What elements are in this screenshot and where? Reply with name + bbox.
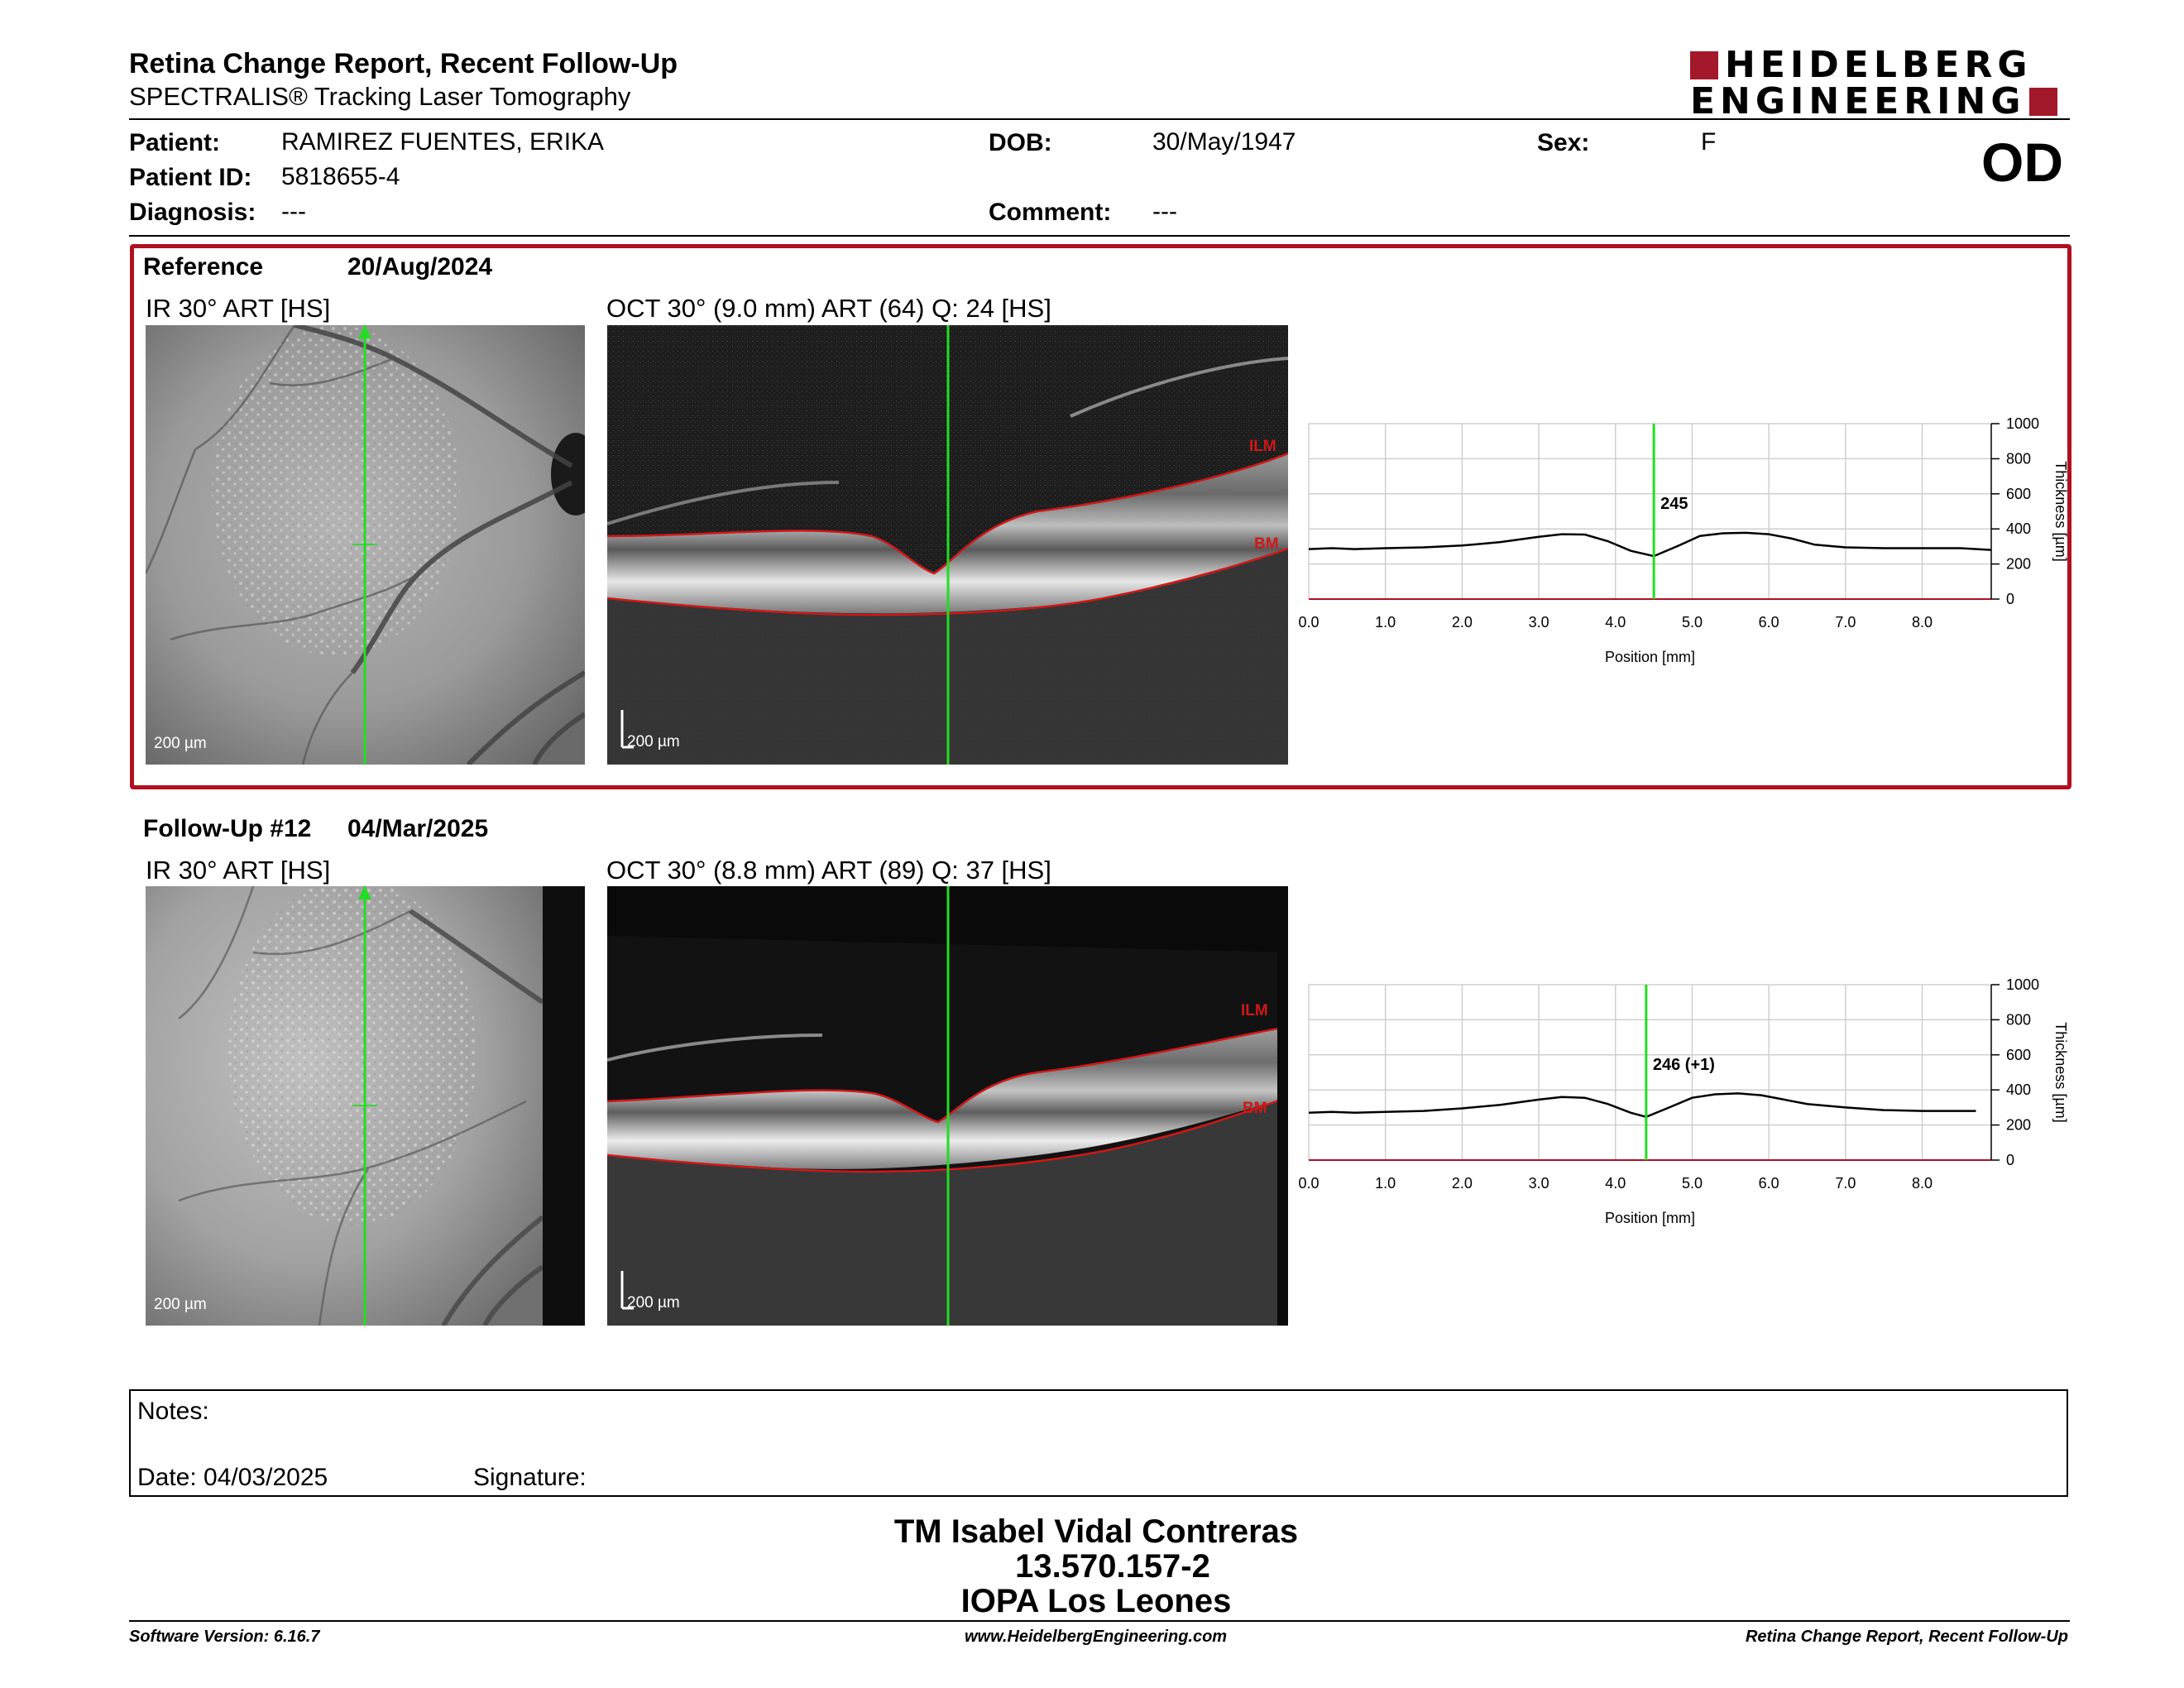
reference-ir-fundus-image: 200 µm — [146, 325, 585, 765]
x-tick-label: 0.0 — [1298, 1175, 1319, 1192]
followup-thickness-chart: 0.0 1.0 2.0 3.0 4.0 5.0 6.0 7.0 8.0 0 200 400 600 800… — [1298, 976, 2069, 1226]
notes-label: Notes: — [137, 1398, 209, 1425]
footer-website: www.HeidelbergEngineering.com — [965, 1628, 1228, 1646]
patient-name: RAMIREZ FUENTES, ERIKA — [281, 128, 605, 156]
reference-ilm-label: ILM — [1249, 438, 1276, 455]
comment-label: Comment: — [989, 199, 1112, 226]
brand-logo-line2: ENGINEERING — [1690, 83, 2071, 121]
y-tick-label: 800 — [2006, 1011, 2031, 1028]
logo-text-1: HEIDELBERG — [1725, 44, 2033, 86]
reference-oct-bscan: ILM BM 200 µm — [607, 325, 1288, 765]
reference-date: 20/Aug/2024 — [347, 253, 493, 281]
x-tick-label: 3.0 — [1529, 614, 1549, 631]
comment-value: --- — [1152, 198, 1177, 225]
dob-label: DOB: — [989, 129, 1052, 156]
report-subtitle: SPECTRALIS® Tracking Laser Tomography — [129, 82, 631, 111]
brand-logo-line1: HEIDELBERG — [1690, 46, 2071, 84]
patient-label: Patient: — [129, 129, 221, 156]
x-tick-label: 6.0 — [1759, 614, 1779, 631]
reference-frame — [130, 244, 2071, 789]
x-tick-label: 8.0 — [1912, 1175, 1933, 1192]
reference-thickness-chart: 0.0 1.0 2.0 3.0 4.0 5.0 6.0 7.0 8.0 0 200 400 600 800… — [1298, 415, 2069, 665]
logo-square-icon — [1690, 51, 1718, 79]
patient-id: 5818655-4 — [281, 163, 400, 190]
signature-block: TM Isabel Vidal Contreras 13.570.157-2 I… — [745, 1514, 1448, 1618]
x-tick-label: 5.0 — [1682, 614, 1703, 631]
followup-oct-label: OCT 30° (8.8 mm) ART (89) Q: 37 [HS] — [606, 856, 1051, 885]
signature-label: Signature: — [473, 1464, 587, 1491]
y-tick-label: 600 — [2006, 486, 2031, 502]
reference-oct-label: OCT 30° (9.0 mm) ART (64) Q: 24 [HS] — [606, 294, 1051, 323]
y-tick-label: 200 — [2006, 556, 2031, 573]
followup-bm-label: BM — [1243, 1100, 1267, 1117]
sex-value: F — [1701, 128, 1717, 156]
signer-institution: IOPA Los Leones — [960, 1583, 1232, 1619]
x-tick-label: 7.0 — [1835, 614, 1856, 631]
footer-divider — [129, 1620, 2070, 1622]
x-tick-label: 4.0 — [1605, 614, 1626, 631]
thickness-series-line — [1308, 531, 1992, 558]
reference-ir-scale: 200 µm — [154, 735, 207, 752]
patient-id-label: Patient ID: — [129, 164, 252, 191]
y-tick-label: 1000 — [2006, 415, 2039, 432]
followup-ir-fundus-image: 200 µm — [146, 886, 585, 1326]
marker-value-label: 245 — [1660, 495, 1688, 513]
followup-oct-bscan: ILM BM 200 µm — [607, 886, 1288, 1326]
x-tick-label: 4.0 — [1605, 1175, 1626, 1192]
y-tick-label: 800 — [2006, 450, 2031, 467]
y-tick-label: 200 — [2006, 1117, 2031, 1134]
signer-name: TM Isabel Vidal Contreras — [893, 1513, 1299, 1550]
followup-label: Follow-Up #12 — [143, 815, 312, 842]
x-tick-label: 1.0 — [1375, 614, 1396, 631]
x-tick-label: 3.0 — [1529, 1175, 1549, 1192]
x-axis-label: Position [mm] — [1605, 649, 1695, 665]
y-tick-label: 0 — [2006, 591, 2014, 607]
sex-label: Sex: — [1537, 129, 1590, 156]
marker-value-label: 246 (+1) — [1653, 1056, 1715, 1074]
x-tick-label: 6.0 — [1759, 1175, 1779, 1192]
diagnosis-label: Diagnosis: — [129, 199, 256, 226]
reference-bm-label: BM — [1254, 535, 1279, 553]
x-tick-label: 2.0 — [1452, 614, 1473, 631]
x-tick-label: 7.0 — [1835, 1175, 1856, 1192]
followup-ir-scale: 200 µm — [154, 1296, 207, 1313]
followup-ilm-label: ILM — [1241, 1002, 1268, 1019]
x-tick-label: 1.0 — [1375, 1175, 1396, 1192]
dob-value: 30/May/1947 — [1152, 128, 1296, 156]
x-tick-label: 8.0 — [1912, 614, 1933, 631]
x-tick-label: 0.0 — [1298, 614, 1319, 631]
thickness-series-line — [1308, 1092, 1976, 1119]
logo-text-2: ENGINEERING — [1690, 80, 2026, 122]
patient-divider — [129, 235, 2070, 237]
reference-label: Reference — [143, 253, 264, 281]
notes-date: Date: 04/03/2025 — [137, 1464, 328, 1491]
y-tick-label: 600 — [2006, 1047, 2031, 1063]
notes-box[interactable]: Notes: Date: 04/03/2025 Signature: — [129, 1389, 2068, 1497]
y-tick-label: 400 — [2006, 1081, 2031, 1098]
x-axis-label: Position [mm] — [1605, 1210, 1695, 1226]
reference-oct-scale: 200 µm — [627, 733, 680, 750]
x-tick-label: 2.0 — [1452, 1175, 1473, 1192]
footer-report-name: Retina Change Report, Recent Follow-Up — [1745, 1628, 2068, 1646]
y-tick-label: 1000 — [2006, 976, 2039, 993]
y-axis-label: Thickness [µm] — [2052, 1022, 2069, 1122]
followup-date: 04/Mar/2025 — [347, 815, 489, 842]
logo-square-icon — [2028, 88, 2057, 116]
report-title: Retina Change Report, Recent Follow-Up — [129, 48, 678, 79]
y-tick-label: 400 — [2006, 520, 2031, 537]
header-divider — [129, 118, 2070, 120]
diagnosis-value: --- — [281, 198, 306, 225]
reference-ir-label: IR 30° ART [HS] — [146, 294, 331, 323]
signer-id: 13.570.157-2 — [1015, 1548, 1210, 1585]
eye-indicator: OD — [1981, 132, 2063, 193]
followup-ir-label: IR 30° ART [HS] — [146, 856, 331, 885]
y-tick-label: 0 — [2006, 1152, 2014, 1168]
footer-software-version: Software Version: 6.16.7 — [129, 1628, 320, 1646]
y-axis-label: Thickness [µm] — [2052, 461, 2069, 561]
followup-oct-scale: 200 µm — [627, 1294, 680, 1312]
x-tick-label: 5.0 — [1682, 1175, 1703, 1192]
